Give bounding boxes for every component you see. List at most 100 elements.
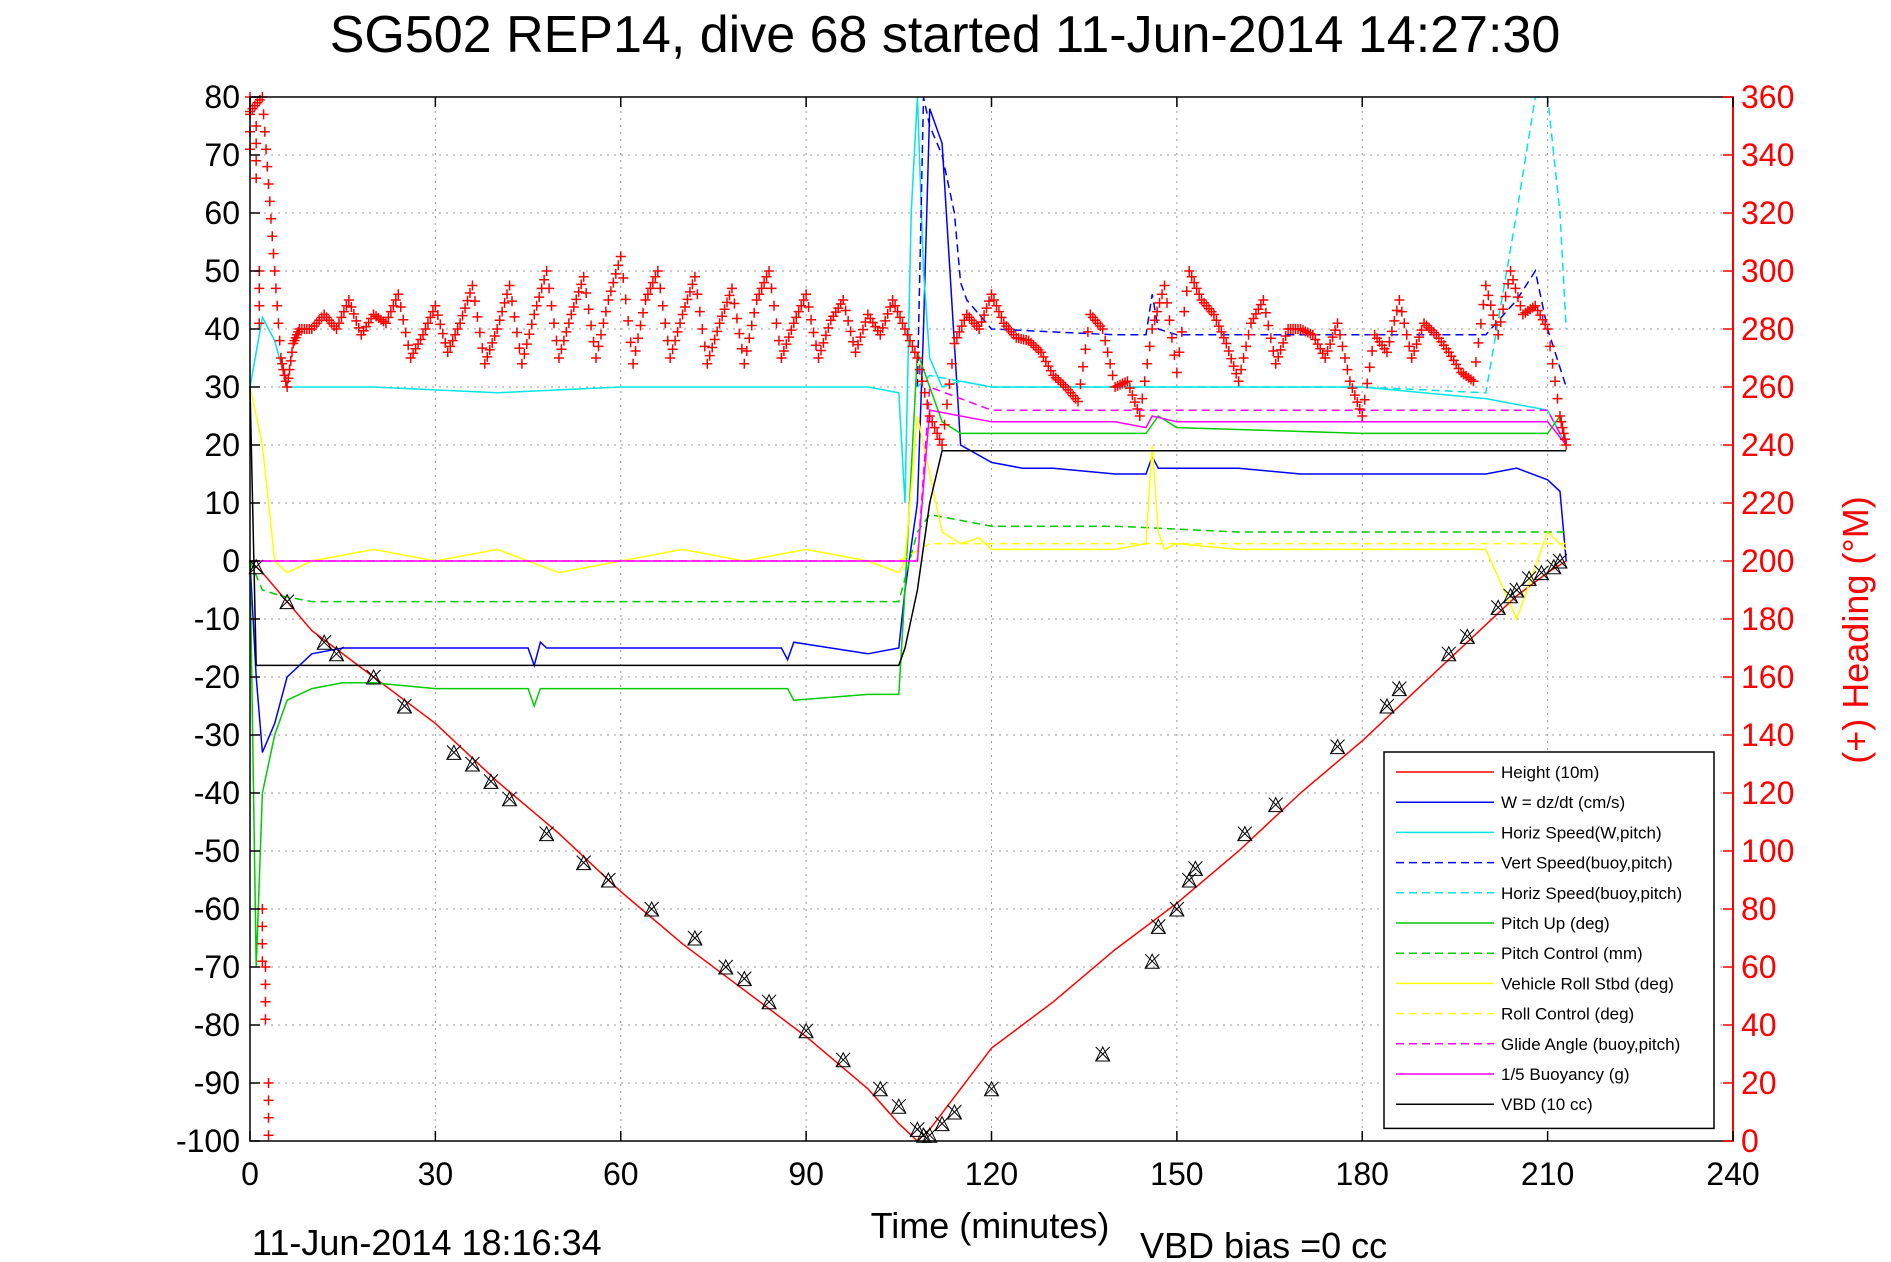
heading-point — [432, 310, 443, 321]
heading-point — [650, 271, 661, 282]
profile-marker — [446, 744, 462, 760]
heading-point — [843, 315, 854, 326]
heading-point — [1500, 291, 1511, 302]
heading-point — [1176, 326, 1187, 337]
heading-point — [904, 335, 915, 346]
legend-entry-label: Glide Angle (buoy,pitch) — [1501, 1035, 1680, 1054]
heading-point — [1157, 289, 1168, 300]
profile-marker — [1534, 565, 1549, 580]
profile-marker — [798, 1023, 814, 1039]
heading-point — [993, 306, 1004, 317]
y-tick-label: -20 — [194, 659, 240, 695]
heading-point — [1134, 411, 1145, 421]
y-tick-label: -30 — [194, 717, 240, 753]
heading-point — [472, 311, 483, 322]
heading-point — [689, 271, 700, 282]
profile-marker — [1509, 582, 1525, 598]
heading-point — [1117, 378, 1128, 389]
heading-point — [285, 355, 296, 366]
heading-point — [988, 295, 999, 305]
heading-point — [623, 315, 634, 326]
heading-point — [719, 304, 730, 315]
heading-point — [267, 231, 278, 242]
heading-point — [1542, 324, 1553, 334]
profile-marker — [921, 1127, 938, 1143]
heading-point — [736, 343, 747, 354]
heading-point — [511, 327, 522, 338]
heading-point — [1537, 314, 1548, 325]
heading-point — [1409, 346, 1420, 357]
heading-point — [660, 318, 671, 329]
profile-marker — [922, 1127, 938, 1143]
profile-marker — [1545, 558, 1562, 575]
profile-marker — [575, 854, 592, 871]
heading-point — [1161, 297, 1172, 308]
heading-point — [917, 376, 928, 387]
heading-point — [338, 306, 349, 317]
heading-point — [1493, 329, 1504, 340]
heading-point — [1102, 347, 1113, 358]
profile-marker — [576, 855, 592, 870]
heading-point — [1110, 382, 1121, 392]
heading-point — [1307, 329, 1318, 340]
heading-point — [1213, 321, 1224, 332]
heading-point — [263, 1078, 274, 1088]
heading-point — [1241, 341, 1252, 352]
heading-point — [494, 315, 505, 326]
heading-point — [1320, 353, 1331, 363]
heading-point — [348, 308, 359, 319]
heading-point — [1075, 379, 1086, 390]
heading-point — [1208, 309, 1219, 320]
heading-point — [850, 347, 861, 358]
profile-marker — [501, 790, 518, 807]
heading-point — [1026, 337, 1037, 348]
heading-point — [549, 318, 560, 329]
heading-point — [645, 283, 656, 294]
heading-point — [268, 248, 279, 259]
heading-point — [395, 301, 406, 312]
heading-point — [1142, 358, 1153, 369]
heading-point — [563, 318, 574, 329]
heading-point — [1312, 339, 1323, 350]
heading-point — [266, 213, 277, 224]
profile-marker — [1237, 825, 1253, 842]
heading-point — [1552, 393, 1563, 404]
heading-point — [1278, 337, 1289, 348]
heading-point — [628, 358, 639, 369]
heading-point — [714, 318, 725, 329]
heading-point — [1147, 324, 1158, 334]
heading-point — [1107, 370, 1118, 381]
profile-marker — [329, 646, 344, 662]
series-w — [249, 108, 1567, 753]
profile-marker — [1268, 797, 1284, 812]
heading-point — [1512, 292, 1523, 303]
heading-point — [1164, 315, 1175, 326]
heading-point — [751, 295, 762, 305]
heading-point — [885, 301, 896, 312]
heading-point — [1250, 308, 1261, 319]
heading-point — [477, 343, 488, 354]
profile-marker — [316, 634, 332, 650]
heading-point — [1159, 280, 1170, 291]
legend-entry-label: Height (10m) — [1501, 763, 1599, 782]
heading-point — [773, 335, 784, 346]
heading-point — [351, 315, 362, 326]
heading-point — [524, 329, 535, 340]
heading-point — [1399, 318, 1410, 329]
heading-point — [734, 328, 745, 339]
heading-point — [1545, 341, 1556, 352]
heading-point — [813, 353, 824, 363]
heading-point — [464, 288, 475, 299]
heading-point — [254, 300, 265, 311]
heading-point — [1325, 339, 1336, 350]
heading-point — [492, 324, 503, 334]
heading-point — [521, 339, 532, 350]
heading-point — [1302, 327, 1313, 338]
y2-tick-label: 360 — [1741, 79, 1794, 115]
heading-point — [1023, 335, 1034, 346]
heading-point — [445, 341, 456, 352]
profile-marker — [1440, 645, 1457, 662]
profile-marker — [1391, 681, 1407, 696]
y2-tick-label: 180 — [1741, 601, 1794, 637]
profile-marker — [1459, 629, 1475, 644]
